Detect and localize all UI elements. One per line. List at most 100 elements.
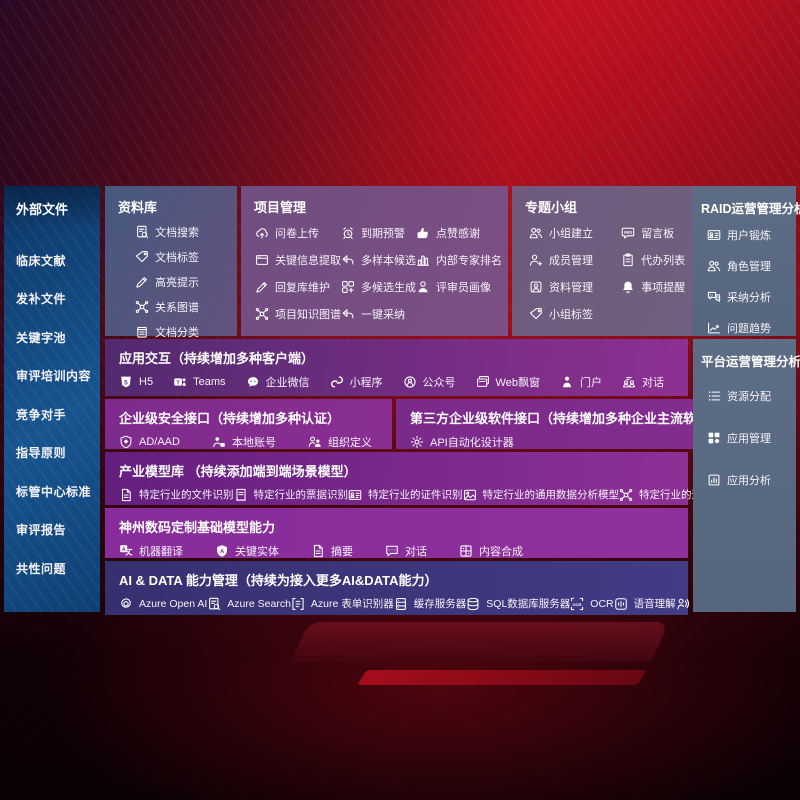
band-title: 神州数码定制基础模型能力	[119, 520, 276, 535]
item-label: 机器翻译	[139, 546, 183, 558]
item-label: 小程序	[349, 377, 383, 389]
feature-item: 文档搜索	[135, 224, 237, 240]
item-label: OCR	[590, 597, 614, 610]
badge-person-icon	[212, 435, 226, 449]
item-label: H5	[139, 376, 154, 388]
external-files-list: 临床文献 发补文件 关键字池 审评培训内容 竞争对手 指导原则 标管中心标准 审评报告 共性问题	[4, 228, 100, 612]
library-panel: 资料库 文档搜索 文档标签 高亮提示 关系图谱 文档分类	[105, 186, 237, 339]
item-label: 公众号	[422, 377, 456, 389]
form-icon	[291, 597, 305, 611]
feature-item: 内部专家排名	[416, 252, 502, 268]
ai-data-band: AI & DATA 能力管理（持续为接入更多AI&DATA能力） Azure O…	[105, 561, 715, 615]
item-label: 留言板	[641, 228, 675, 240]
item-label: 审评报告	[16, 523, 67, 537]
feature-item: 缓存服务器	[394, 596, 466, 611]
item-label: 高亮提示	[155, 277, 199, 289]
reply-icon	[341, 307, 355, 321]
item-label: API自动化设计器	[430, 437, 514, 449]
feature-item: Web飘窗	[476, 374, 540, 390]
item-label: 评审员画像	[436, 282, 491, 294]
chart-doc-icon	[707, 473, 721, 487]
pencil-icon	[135, 275, 149, 289]
item-label: 企业微信	[265, 377, 310, 389]
item-label: SQL数据库服务器	[486, 598, 571, 610]
top-row: 资料库 文档搜索 文档标签 高亮提示 关系图谱 文档分类 项目管理 问卷上传 到期预警 点赞…	[105, 186, 709, 339]
feature-item: 应用管理	[707, 430, 796, 446]
item-label: 语音理解	[633, 598, 676, 610]
app-interaction-band: 应用交互（持续增加多种客户端） 5 H5 T Teams 企业微信 小程序 公众号 Web飘窗…	[105, 339, 688, 396]
architecture-diagram: 外部文件 临床文献 发补文件 关键字池 审评培训内容 竞争对手 指导原则 标管中心标准 审评报…	[4, 186, 800, 615]
window2-icon	[476, 375, 490, 389]
person-icon	[416, 280, 430, 294]
feature-item: 多候选生成	[341, 279, 416, 295]
doc-lines-icon	[135, 325, 149, 339]
sidebar-item: 标管中心标准	[16, 483, 96, 500]
feature-item: 摘要	[311, 543, 353, 559]
feature-item: 应用分析	[707, 472, 796, 488]
feature-item: AD/AAD	[119, 435, 180, 449]
topic-groups-panel: 专题小组 小组建立 BBS 留言板 成员管理 代办列表 资料管理 事项提醒 小组标签	[512, 186, 709, 336]
item-label: Teams	[193, 376, 226, 388]
feature-item: Azure Open AI	[119, 597, 207, 611]
dialog-icon	[622, 375, 636, 389]
feature-item: 角色管理	[707, 258, 796, 274]
feature-item: 多样本候选	[341, 252, 416, 268]
item-label: 回复库维护	[275, 282, 330, 294]
openai-icon	[119, 597, 133, 611]
item-label: 问卷上传	[275, 228, 319, 240]
item-label: 特定行业的证件识别	[368, 489, 463, 501]
feature-item: 5 H5	[119, 375, 153, 389]
feature-item: 资源分配	[707, 388, 796, 404]
item-label: 门户	[579, 377, 602, 389]
feature-item: 回复库维护	[255, 279, 341, 295]
shield-ad-icon	[119, 435, 133, 449]
item-label: 竞争对手	[16, 407, 67, 422]
feature-item: OCR OCR	[570, 597, 614, 611]
band-title: 应用交互（持续增加多种客户端）	[119, 351, 315, 366]
feature-item: API自动化设计器	[410, 434, 514, 450]
item-label: 文档标签	[155, 252, 199, 264]
feature-item: 成员管理	[529, 252, 621, 268]
panel-title: 项目管理	[254, 200, 307, 215]
item-label: 本地账号	[231, 437, 276, 449]
ocr-icon: OCR	[570, 597, 584, 611]
feature-item: 问卷上传	[255, 225, 341, 241]
models-items: 特定行业的文件识别 特定行业的票据识别 特定行业的证件识别 特定行业的通用数据分析模型…	[105, 487, 776, 502]
album-icon	[529, 280, 543, 294]
clipboard-icon	[621, 253, 635, 267]
item-label: 指导原则	[16, 446, 67, 460]
panel-title: 平台运营管理分析	[701, 355, 800, 369]
item-label: 应用分析	[727, 475, 771, 487]
sidebar-item: 共性问题	[16, 560, 96, 577]
compose-icon	[459, 544, 473, 558]
item-label: 特定行业的票据识别	[253, 489, 349, 501]
item-label: 角色管理	[727, 261, 771, 273]
grid-icon	[707, 431, 721, 445]
image-icon	[463, 488, 477, 502]
tts-icon	[676, 597, 690, 611]
item-label: 内容合成	[479, 546, 523, 558]
item-label: 组织定义	[327, 437, 372, 449]
band-title: 第三方企业级软件接口（持续增加多种企业主流软件接口）	[410, 411, 749, 426]
item-label: 对话	[405, 546, 427, 558]
feature-item: 资料管理	[529, 279, 621, 295]
panel-title: 专题小组	[525, 200, 578, 215]
server-icon	[394, 597, 408, 611]
feature-item: Q A 采纳分析	[707, 289, 796, 305]
item-label: 点赞感谢	[436, 228, 480, 240]
item-label: Azure Search	[227, 597, 291, 610]
band-title: 企业级安全接口（持续增加多种认证）	[119, 411, 341, 426]
svg-text:A: A	[122, 547, 126, 553]
network-icon	[255, 307, 269, 321]
interaction-items: 5 H5 T Teams 企业微信 小程序 公众号 Web飘窗 门户 对话	[105, 374, 688, 390]
svg-text:Q: Q	[710, 293, 713, 297]
feature-item: 高亮提示	[135, 274, 237, 290]
feature-item: 内容合成	[459, 543, 523, 559]
svg-text:5: 5	[124, 379, 128, 386]
tag-icon	[135, 250, 149, 264]
chart-line-icon	[707, 321, 721, 335]
item-label: 特定行业的文件识别	[139, 489, 234, 501]
raid-analysis-panel: RAID运营管理分析 用户锻炼 角色管理 Q A 采纳分析 问题趋势	[693, 186, 800, 336]
pencil-icon	[255, 280, 269, 294]
external-files-panel: 外部文件 临床文献 发补文件 关键字池 审评培训内容 竞争对手 指导原则 标管中心标准 审评报…	[4, 186, 100, 612]
